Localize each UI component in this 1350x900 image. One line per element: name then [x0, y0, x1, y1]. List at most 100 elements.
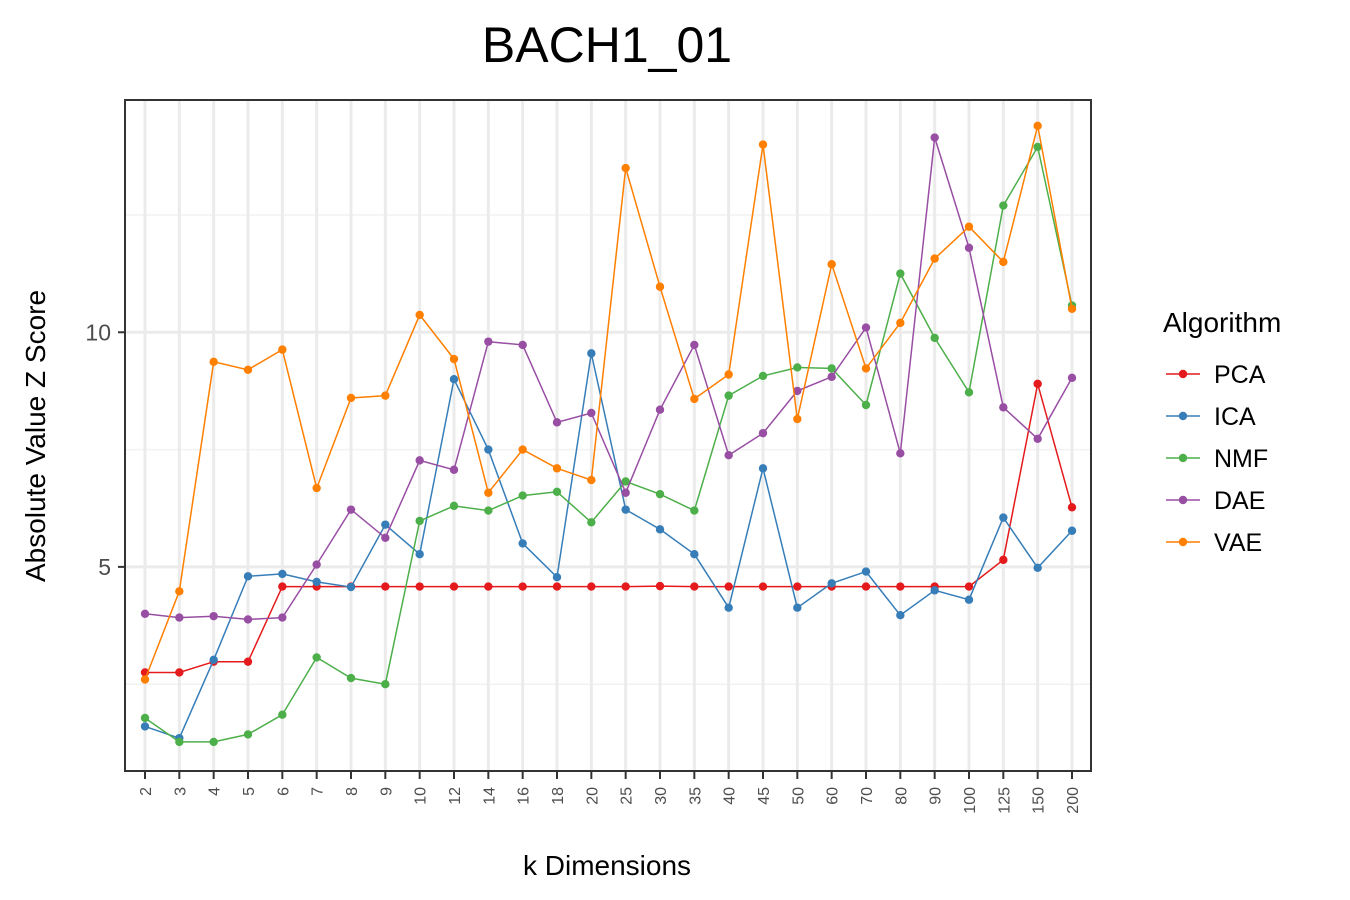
data-point — [140, 675, 150, 684]
data-point — [587, 582, 596, 591]
x-tick-label: 40 — [722, 787, 739, 805]
data-point — [484, 582, 493, 591]
data-point — [690, 506, 699, 515]
data-point — [758, 371, 768, 381]
x-tick-label: 4 — [207, 787, 224, 796]
data-point — [140, 722, 150, 731]
data-point — [655, 282, 665, 291]
data-point — [896, 449, 905, 458]
x-tick-label: 8 — [344, 787, 361, 796]
data-point — [518, 539, 527, 548]
data-point — [1067, 503, 1077, 512]
data-point — [964, 222, 974, 231]
x-tick-label: 125 — [996, 787, 1013, 814]
data-point — [964, 582, 974, 591]
data-point — [449, 354, 459, 364]
data-point — [484, 337, 493, 346]
data-point — [655, 525, 665, 534]
data-point — [381, 533, 390, 542]
data-point — [278, 569, 287, 579]
data-point — [415, 310, 424, 320]
x-tick-label: 3 — [172, 787, 189, 796]
data-point — [655, 581, 665, 591]
data-point — [312, 577, 321, 587]
series-dae — [140, 133, 1077, 624]
data-point — [930, 586, 939, 595]
data-point — [724, 582, 733, 591]
data-point — [621, 582, 630, 591]
x-tick-label: 7 — [310, 787, 327, 796]
data-point — [518, 340, 527, 350]
data-point — [312, 653, 321, 662]
grid — [125, 100, 1091, 771]
data-point — [552, 487, 562, 497]
data-point — [587, 518, 596, 527]
x-tick-label: 70 — [859, 787, 876, 805]
legend-key-point — [1178, 411, 1188, 421]
data-point — [449, 465, 459, 474]
data-point — [999, 555, 1008, 565]
data-point — [449, 374, 459, 384]
y-axis-title: Absolute Value Z Score — [20, 290, 51, 582]
data-point — [896, 318, 905, 328]
data-point — [999, 257, 1008, 267]
data-point — [690, 340, 699, 350]
data-point — [793, 386, 802, 396]
data-point — [655, 405, 665, 414]
data-point — [861, 567, 871, 576]
data-point — [209, 357, 218, 367]
data-point — [243, 657, 253, 666]
series-layer — [140, 121, 1077, 747]
x-tick-label: 5 — [241, 787, 258, 796]
data-point — [827, 364, 836, 373]
data-point — [1033, 142, 1042, 152]
data-point — [278, 582, 287, 591]
data-point — [175, 737, 184, 747]
x-tick-label: 100 — [962, 787, 979, 814]
series-line-ica — [144, 353, 1073, 740]
data-point — [1033, 379, 1042, 389]
data-point — [552, 582, 562, 591]
data-point — [415, 582, 424, 591]
data-point — [999, 513, 1008, 522]
data-point — [861, 400, 871, 410]
data-point — [964, 595, 974, 604]
data-point — [793, 603, 802, 612]
legend: Algorithm PCA ICA NMF DAE VAE — [1163, 307, 1281, 557]
data-point — [518, 445, 527, 454]
legend-label: ICA — [1214, 403, 1256, 431]
data-point — [243, 615, 253, 624]
data-point — [415, 516, 424, 526]
data-point — [518, 491, 527, 500]
x-axis-title: k Dimensions — [523, 850, 691, 881]
x-tick-label: 20 — [584, 787, 601, 805]
data-point — [758, 428, 768, 438]
data-point — [690, 582, 699, 591]
data-point — [964, 243, 974, 253]
data-point — [278, 345, 287, 354]
legend-item-vae: VAE — [1166, 529, 1262, 557]
data-point — [346, 582, 356, 592]
data-point — [930, 254, 939, 263]
data-point — [209, 737, 218, 747]
data-point — [896, 611, 905, 620]
x-tick-label: 9 — [378, 787, 395, 796]
x-tick-label: 12 — [447, 787, 464, 805]
data-point — [381, 520, 390, 529]
legend-item-pca: PCA — [1166, 361, 1266, 389]
data-point — [1067, 526, 1077, 535]
data-point — [552, 573, 562, 582]
legend-label: DAE — [1214, 487, 1265, 515]
legend-item-ica: ICA — [1166, 403, 1256, 431]
data-point — [209, 655, 218, 664]
data-point — [243, 730, 253, 739]
legend-label: VAE — [1214, 529, 1262, 557]
x-tick-label: 16 — [516, 787, 533, 805]
data-point — [724, 370, 733, 379]
data-point — [449, 501, 459, 511]
x-tick-label: 200 — [1065, 787, 1082, 814]
data-point — [346, 505, 356, 514]
data-point — [484, 488, 493, 497]
x-tick-label: 18 — [550, 787, 567, 805]
data-point — [1033, 434, 1042, 443]
